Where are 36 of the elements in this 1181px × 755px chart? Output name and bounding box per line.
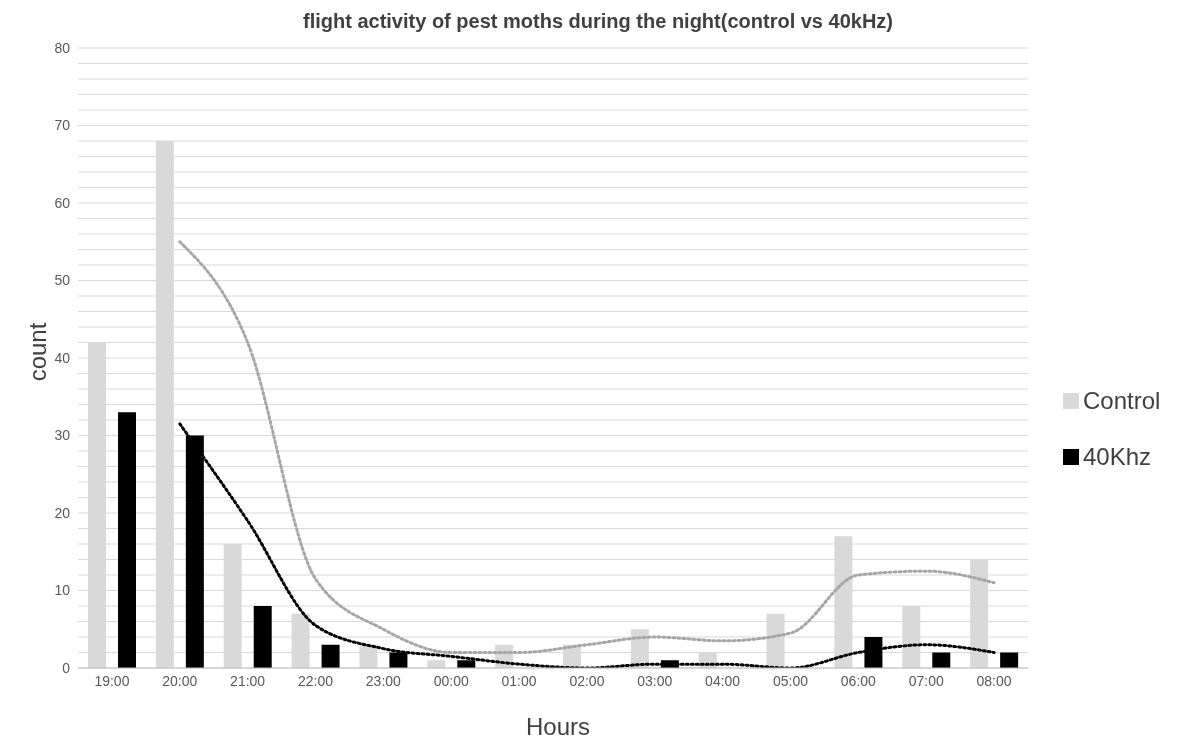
x-tick-label: 01:00 [501, 672, 537, 689]
legend-label: Control [1083, 387, 1161, 415]
y-tick-label: 30 [54, 427, 71, 444]
y-axis-title: count [24, 321, 52, 384]
y-tick-label: 50 [54, 272, 71, 289]
bar [427, 660, 446, 668]
x-tick-label: 05:00 [772, 672, 809, 689]
bar [118, 412, 136, 668]
x-tick-label: 04:00 [705, 672, 741, 689]
y-tick-label: 60 [54, 194, 71, 211]
x-tick-label: 02:00 [569, 672, 605, 689]
x-tick-label: 23:00 [365, 672, 402, 689]
legend-label: 40Khz [1083, 443, 1152, 471]
bar [321, 644, 340, 668]
x-tick-label: 19:00 [94, 672, 130, 689]
x-tick-label: 03:00 [637, 672, 673, 689]
x-tick-label: 07:00 [908, 672, 944, 689]
line-series [178, 422, 996, 668]
y-tick-label: 40 [54, 349, 71, 366]
x-axis-title: Hours [525, 713, 591, 741]
bar [253, 606, 272, 668]
line-series [178, 240, 996, 654]
y-tick-label: 20 [54, 504, 71, 521]
chart-title: flight activity of pest moths during the night(control vs 40kHz) [302, 10, 894, 33]
x-tick-label: 22:00 [297, 672, 334, 689]
y-tick-label: 80 [54, 39, 71, 56]
bar [1000, 652, 1019, 668]
y-tick-label: 0 [62, 659, 71, 676]
bar [932, 652, 951, 668]
x-tick-label: 06:00 [840, 672, 877, 689]
x-tick-label: 21:00 [230, 672, 266, 689]
x-tick-label: 00:00 [433, 672, 469, 689]
x-tick-label: 08:00 [976, 672, 1012, 689]
x-tick-label: 20:00 [162, 672, 198, 689]
y-tick-label: 70 [54, 117, 71, 134]
y-tick-label: 10 [54, 582, 71, 599]
